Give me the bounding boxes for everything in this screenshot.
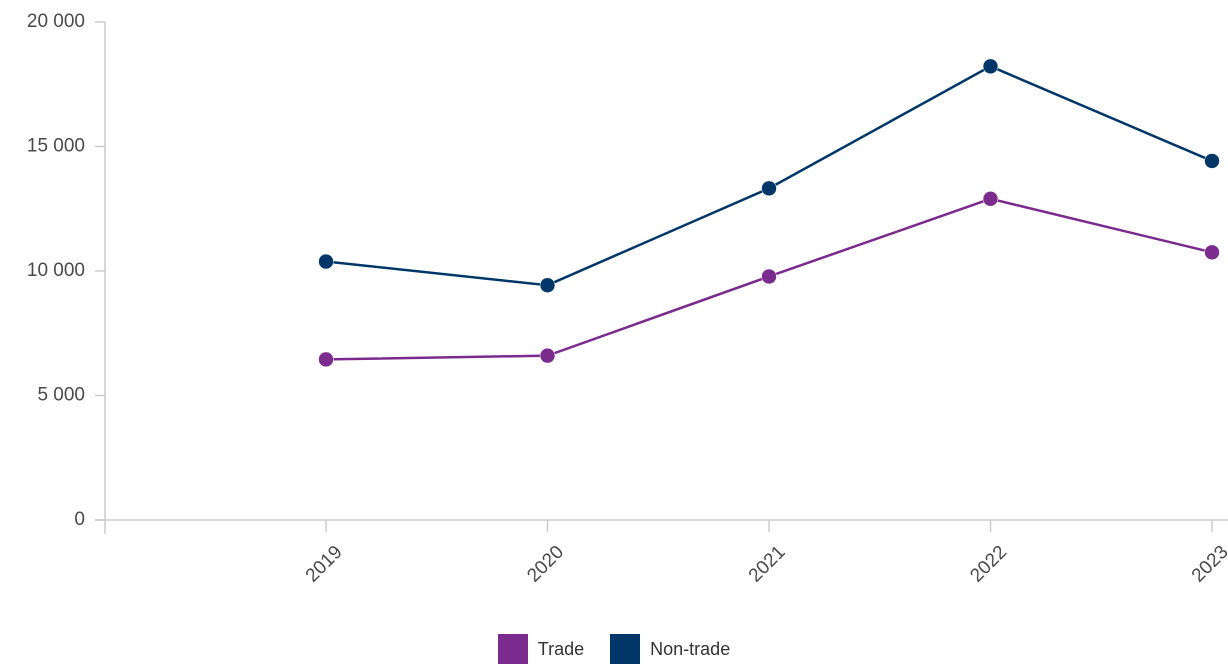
series-layer: [318, 58, 1220, 368]
data-point-non-trade[interactable]: [318, 253, 334, 270]
data-point-trade[interactable]: [761, 268, 777, 285]
data-point-non-trade[interactable]: [539, 277, 556, 293]
y-tick-label: 10 000: [27, 260, 85, 281]
x-axis: 2019 2020 2021 2022 2023: [95, 519, 1228, 587]
x-tick-label: 2022: [966, 542, 1011, 587]
legend-label-trade: Trade: [537, 638, 585, 659]
series-line-non-trade: [325, 64, 1213, 287]
y-tick-label: 20 000: [27, 11, 85, 32]
data-point-non-trade[interactable]: [982, 58, 999, 75]
x-tick-label: 2023: [1188, 542, 1228, 587]
legend-item-trade[interactable]: Trade: [497, 634, 585, 664]
y-tick-label: 5 000: [37, 385, 85, 406]
y-tick-label: 0: [74, 509, 85, 530]
data-point-non-trade[interactable]: [1204, 153, 1220, 169]
data-point-trade[interactable]: [539, 347, 556, 364]
x-tick-label: 2020: [523, 542, 568, 587]
legend-swatch-non-trade: [610, 634, 641, 664]
legend-swatch-trade: [497, 634, 528, 664]
y-tick-label: 15 000: [27, 136, 85, 157]
x-tick-label: 2019: [302, 542, 347, 587]
legend-label-non-trade: Non-trade: [650, 638, 731, 659]
data-point-non-trade[interactable]: [761, 180, 777, 197]
x-tick-label: 2021: [745, 542, 790, 587]
y-axis: 0 5 000 10 000 15 000 20 000: [27, 11, 106, 534]
data-point-trade[interactable]: [318, 351, 334, 368]
data-point-trade[interactable]: [1204, 244, 1220, 261]
legend-item-non-trade[interactable]: Non-trade: [610, 634, 730, 664]
data-point-trade[interactable]: [982, 191, 999, 207]
legend: Trade Non-trade: [0, 634, 1228, 664]
